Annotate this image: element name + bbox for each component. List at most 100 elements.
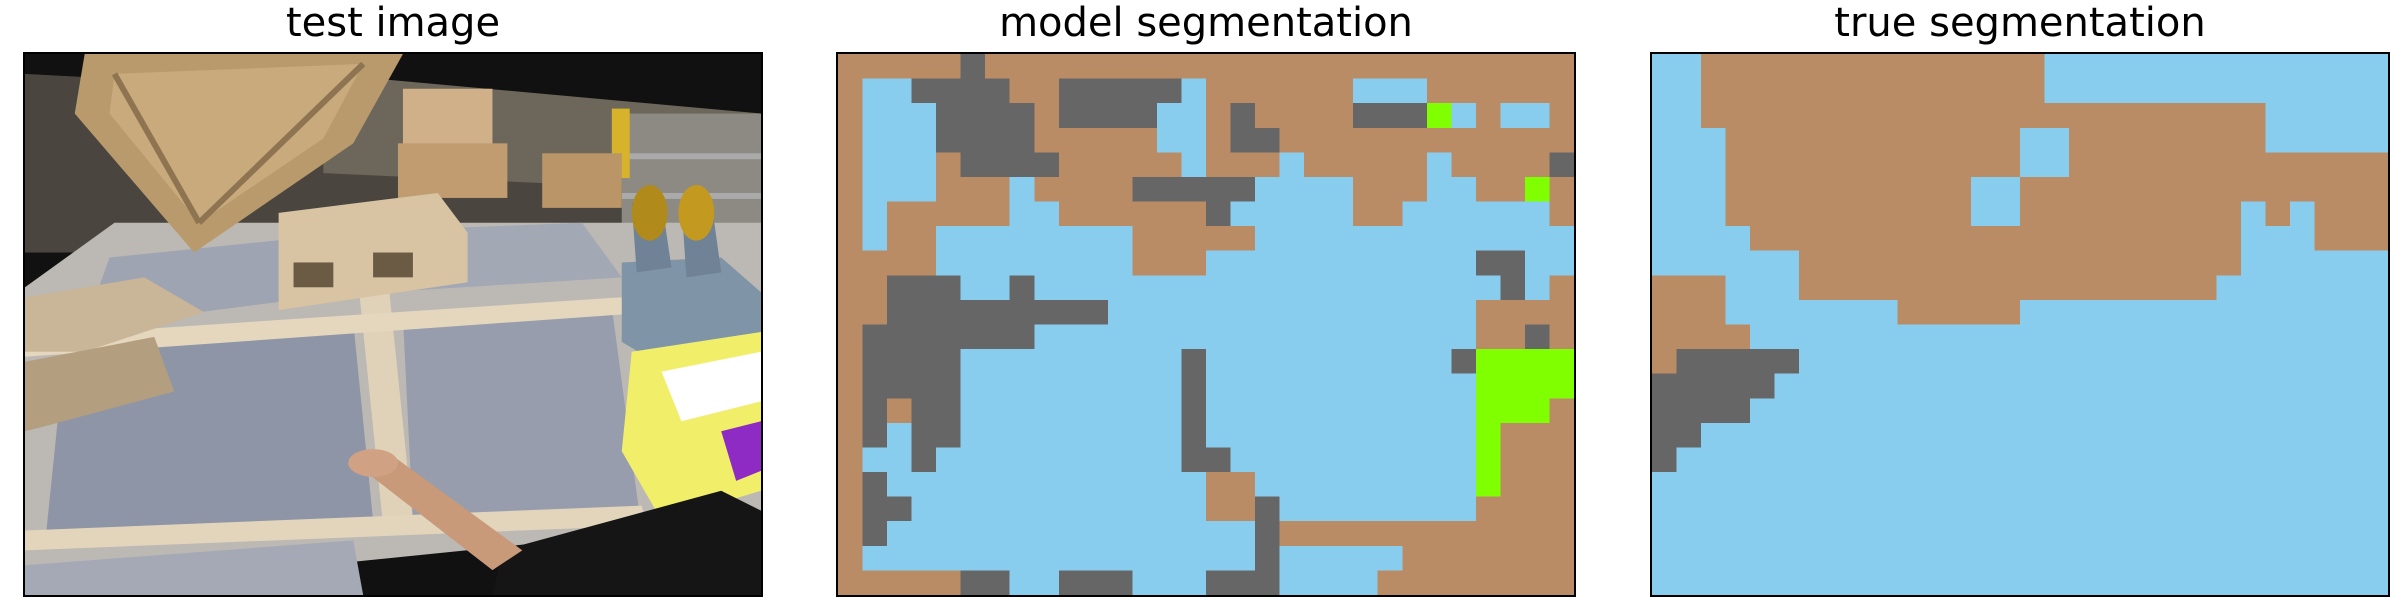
true-segmentation-cell <box>2363 521 2388 547</box>
model-segmentation-cell <box>1426 78 1452 104</box>
true-segmentation-cell <box>1848 422 1874 448</box>
true-segmentation-cell <box>1823 521 1849 547</box>
model-segmentation-cell <box>1328 373 1354 399</box>
true-segmentation-cell <box>2289 201 2315 227</box>
model-segmentation-cell <box>1034 78 1060 104</box>
model-segmentation-cell <box>936 152 962 178</box>
model-segmentation-cell <box>1156 78 1182 104</box>
model-segmentation-cell <box>862 521 888 547</box>
model-segmentation-cell <box>1255 349 1281 375</box>
model-segmentation-cell <box>1107 201 1133 227</box>
model-segmentation-cell <box>1451 103 1477 129</box>
model-segmentation-cell <box>1475 299 1501 325</box>
model-segmentation-cell <box>911 127 937 153</box>
model-segmentation-cell <box>1377 521 1403 547</box>
model-segmentation-cell <box>1132 447 1158 473</box>
true-segmentation-cell <box>1848 570 1874 595</box>
model-segmentation-cell <box>1475 447 1501 473</box>
model-segmentation-cell <box>1377 226 1403 252</box>
true-segmentation-cell <box>1921 447 1947 473</box>
true-segmentation-cell <box>2142 496 2168 522</box>
model-segmentation-cell <box>1132 570 1158 595</box>
true-segmentation-cell <box>2118 103 2144 129</box>
true-segmentation-cell <box>1701 521 1727 547</box>
model-segmentation-cell <box>1549 176 1574 203</box>
model-segmentation-cell <box>1255 127 1281 153</box>
true-segmentation-cell <box>1897 570 1923 595</box>
model-segmentation-cell <box>1034 176 1060 203</box>
model-segmentation-cell <box>1353 447 1379 473</box>
true-segmentation-cell <box>1897 226 1923 252</box>
model-segmentation-cell <box>1328 496 1354 522</box>
true-segmentation-cell <box>1970 226 1996 252</box>
model-segmentation-cell <box>1009 250 1035 276</box>
true-segmentation-cell <box>2118 152 2144 178</box>
model-segmentation-cell <box>960 496 986 522</box>
true-segmentation-cell <box>2093 521 2119 547</box>
true-segmentation-cell <box>1750 152 1776 178</box>
model-segmentation-cell <box>1500 226 1526 252</box>
true-segmentation-cell <box>2216 103 2242 129</box>
true-segmentation-cell <box>2044 250 2070 276</box>
true-segmentation-cell <box>2142 545 2168 571</box>
model-segmentation-cell <box>1083 152 1109 178</box>
model-segmentation-cell <box>1206 447 1232 473</box>
model-segmentation-cell <box>1009 176 1035 203</box>
model-segmentation-cell <box>1058 545 1084 571</box>
true-segmentation-cell <box>2314 152 2340 178</box>
model-segmentation-cell <box>1353 78 1379 104</box>
true-segmentation-cell <box>1652 275 1678 301</box>
true-segmentation-cell <box>2118 299 2144 325</box>
model-segmentation-cell <box>1328 570 1354 595</box>
true-segmentation-cell <box>1701 349 1727 375</box>
model-segmentation-cell <box>1083 299 1109 325</box>
true-segmentation-cell <box>2167 349 2193 375</box>
model-segmentation-cell <box>1451 472 1477 498</box>
model-segmentation-cell <box>1426 349 1452 375</box>
model-segmentation-cell <box>1156 398 1182 424</box>
true-segmentation-cell <box>2363 299 2388 325</box>
model-segmentation-cell <box>1034 54 1060 80</box>
model-segmentation-cell <box>1132 201 1158 227</box>
true-segmentation-cell <box>2363 349 2388 375</box>
model-segmentation-cell <box>1451 250 1477 276</box>
model-segmentation-cell <box>1206 78 1232 104</box>
true-segmentation-cell <box>2363 472 2388 498</box>
true-segmentation-cell <box>2338 422 2364 448</box>
model-segmentation-cell <box>1058 201 1084 227</box>
true-segmentation-cell <box>2044 54 2070 80</box>
model-segmentation-cell <box>960 570 986 595</box>
true-segmentation-cell <box>2093 127 2119 153</box>
model-segmentation-cell <box>1353 176 1379 203</box>
true-segmentation-cell <box>2289 398 2315 424</box>
model-segmentation-cell <box>1206 103 1232 129</box>
model-segmentation-cell <box>838 176 864 203</box>
true-segmentation-cell <box>1676 373 1702 399</box>
model-segmentation-cell <box>1279 373 1305 399</box>
model-segmentation-cell <box>1181 349 1207 375</box>
model-segmentation-cell <box>1034 250 1060 276</box>
true-segmentation-cell <box>2191 299 2217 325</box>
model-segmentation-cell <box>1451 152 1477 178</box>
model-segmentation-cell <box>1475 324 1501 350</box>
model-segmentation-cell <box>1304 275 1330 301</box>
model-segmentation-cell <box>1377 324 1403 350</box>
model-segmentation-cell <box>1230 226 1256 252</box>
model-segmentation-cell <box>985 152 1011 178</box>
true-segmentation-cell <box>1725 447 1751 473</box>
true-segmentation-cell <box>1750 299 1776 325</box>
true-segmentation-cell <box>2289 422 2315 448</box>
true-segmentation-cell <box>2191 447 2217 473</box>
true-segmentation-cell <box>2093 496 2119 522</box>
true-segmentation-cell <box>2338 349 2364 375</box>
model-segmentation-cell <box>1279 496 1305 522</box>
model-segmentation-cell <box>1279 250 1305 276</box>
true-segmentation-cell <box>1921 127 1947 153</box>
model-segmentation-cell <box>1549 201 1574 227</box>
true-segmentation-cell <box>1823 127 1849 153</box>
true-segmentation-cell <box>2289 521 2315 547</box>
model-segmentation-cell <box>1009 422 1035 448</box>
true-segmentation-cell <box>2093 152 2119 178</box>
model-segmentation-cell <box>838 545 864 571</box>
true-segmentation-cell <box>2020 373 2046 399</box>
